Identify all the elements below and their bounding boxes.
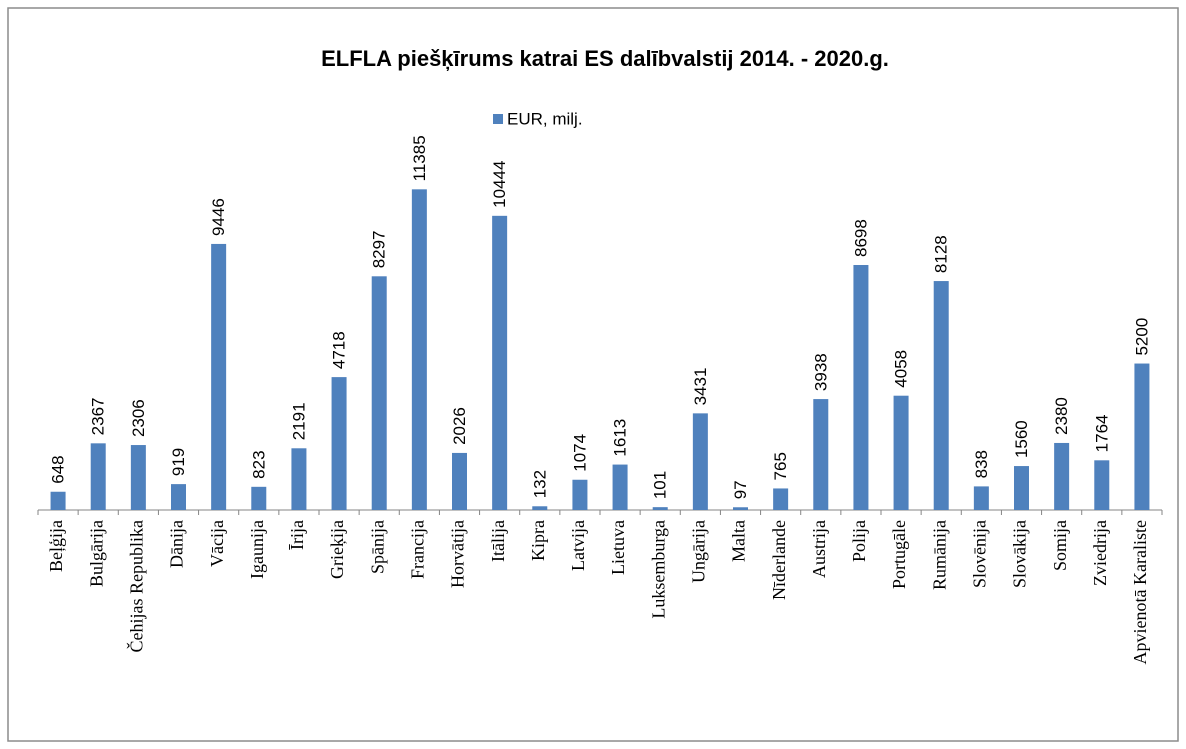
bar bbox=[411, 189, 427, 510]
bar bbox=[1134, 363, 1150, 510]
bar bbox=[652, 507, 668, 510]
x-tick-label: Īrija bbox=[287, 520, 307, 550]
x-tick-label: Nīderlande bbox=[769, 520, 789, 600]
x-tick-label: Dānija bbox=[167, 520, 187, 568]
bar bbox=[1014, 466, 1029, 510]
bar bbox=[1094, 460, 1110, 510]
x-tick-label: Luksemburga bbox=[648, 520, 668, 619]
value-label: 3938 bbox=[811, 353, 830, 391]
bar bbox=[130, 445, 146, 510]
value-label: 2306 bbox=[129, 399, 148, 437]
x-tick-label: Vācija bbox=[207, 520, 227, 567]
value-label: 1764 bbox=[1092, 414, 1111, 452]
x-tick-label: Grieķija bbox=[327, 520, 347, 579]
value-label: 11385 bbox=[410, 135, 429, 181]
bar bbox=[893, 395, 909, 510]
chart-title: ELFLA piešķīrums katrai ES dalībvalstij … bbox=[321, 46, 889, 71]
bar bbox=[773, 488, 789, 510]
x-tick-label: Apvienotā Karaliste bbox=[1130, 520, 1150, 664]
value-label: 5200 bbox=[1132, 318, 1151, 356]
value-label: 132 bbox=[530, 470, 549, 498]
x-tick-label: Malta bbox=[729, 520, 749, 562]
bar bbox=[612, 464, 628, 510]
bar bbox=[692, 413, 708, 510]
bar bbox=[813, 399, 829, 510]
x-tick-label: Zviedrija bbox=[1090, 520, 1110, 586]
legend-label: EUR, milj. bbox=[507, 109, 583, 128]
bar bbox=[50, 491, 66, 510]
bar bbox=[492, 215, 508, 510]
x-tick-label: Itālija bbox=[488, 520, 508, 562]
value-label: 10444 bbox=[490, 161, 509, 208]
bar bbox=[733, 507, 748, 510]
bar bbox=[331, 377, 347, 510]
x-tick-label: Polija bbox=[849, 520, 869, 562]
x-tick-label: Rumānija bbox=[929, 520, 949, 590]
bar bbox=[371, 276, 387, 510]
x-tick-label: Čehijas Republika bbox=[125, 520, 146, 652]
x-tick-label: Francija bbox=[407, 520, 427, 579]
value-label: 97 bbox=[731, 480, 750, 499]
bar bbox=[973, 486, 989, 510]
bar bbox=[452, 452, 467, 510]
value-label: 2026 bbox=[450, 407, 469, 445]
value-label: 765 bbox=[771, 452, 790, 480]
bar bbox=[211, 243, 227, 510]
value-label: 838 bbox=[972, 450, 991, 478]
bar bbox=[572, 479, 588, 510]
value-label: 4718 bbox=[330, 331, 349, 369]
x-tick-label: Horvātija bbox=[448, 520, 468, 588]
bar bbox=[853, 265, 869, 510]
x-tick-label: Slovākija bbox=[1010, 520, 1030, 588]
bar bbox=[171, 484, 186, 510]
value-label: 101 bbox=[651, 471, 670, 499]
x-tick-label: Portugāle bbox=[889, 520, 909, 589]
value-label: 1560 bbox=[1012, 420, 1031, 458]
value-label: 8297 bbox=[370, 230, 389, 268]
value-label: 2367 bbox=[89, 398, 108, 436]
value-label: 919 bbox=[169, 448, 188, 476]
x-tick-label: Slovēnija bbox=[969, 520, 989, 588]
value-label: 2191 bbox=[289, 402, 308, 440]
bar bbox=[1054, 442, 1070, 510]
value-label: 9446 bbox=[209, 198, 228, 236]
value-label: 8698 bbox=[851, 219, 870, 257]
value-label: 4058 bbox=[892, 350, 911, 388]
x-tick-label: Kipra bbox=[528, 520, 548, 561]
x-tick-label: Beļģija bbox=[46, 520, 66, 572]
bar bbox=[251, 486, 267, 510]
x-tick-label: Lietuva bbox=[608, 520, 628, 575]
x-tick-label: Latvija bbox=[568, 520, 588, 571]
x-tick-label: Ungārija bbox=[688, 520, 708, 583]
value-label: 1613 bbox=[611, 419, 630, 457]
value-label: 2380 bbox=[1052, 397, 1071, 435]
bar bbox=[291, 448, 307, 510]
legend-swatch bbox=[493, 114, 503, 124]
x-tick-label: Igaunija bbox=[247, 520, 267, 579]
chart-frame bbox=[7, 7, 1179, 742]
bar bbox=[933, 281, 949, 510]
bar bbox=[90, 443, 106, 510]
value-label: 823 bbox=[249, 450, 268, 478]
x-tick-label: Bulgārija bbox=[86, 520, 106, 587]
bar bbox=[532, 506, 548, 510]
value-label: 8128 bbox=[932, 235, 951, 273]
value-label: 1074 bbox=[570, 434, 589, 472]
x-tick-label: Austrija bbox=[809, 520, 829, 578]
x-tick-label: Somija bbox=[1050, 520, 1070, 571]
value-label: 3431 bbox=[691, 368, 710, 406]
x-tick-label: Spānija bbox=[367, 520, 387, 574]
value-label: 648 bbox=[49, 455, 68, 483]
